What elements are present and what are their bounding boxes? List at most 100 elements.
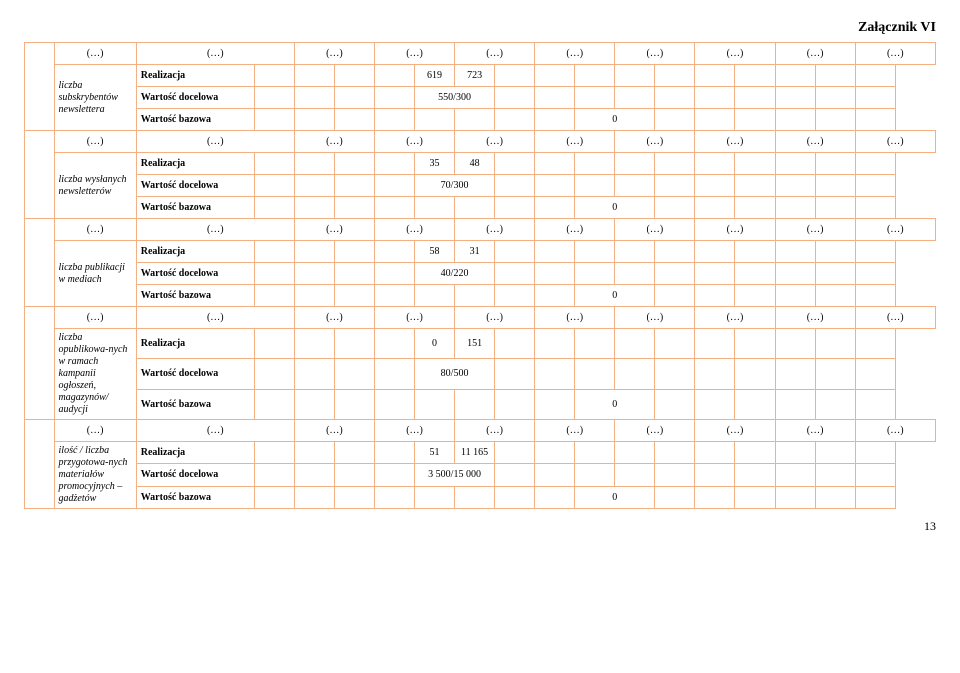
metric-label-bazowa: Wartość bazowa [136, 486, 254, 508]
metric-label-docelowa: Wartość docelowa [136, 87, 254, 109]
empty-cell [695, 359, 735, 389]
data-table: Strony internetowe i mailing(…)(…)(…)(…)… [24, 42, 936, 509]
placeholder-cell: (…) [54, 219, 136, 241]
empty-cell [775, 464, 815, 486]
placeholder-cell: (…) [855, 307, 935, 329]
empty-cell [735, 285, 775, 307]
empty-cell [815, 263, 855, 285]
realizacja-row: liczba opublikowa-nych w ramach kampanii… [25, 329, 936, 359]
empty-cell [855, 263, 895, 285]
value-real-b: 48 [455, 153, 495, 175]
metric-label-docelowa: Wartość docelowa [136, 464, 254, 486]
empty-cell [775, 65, 815, 87]
placeholder-cell: (…) [136, 420, 294, 442]
empty-cell [775, 175, 815, 197]
value-real-b: 723 [455, 65, 495, 87]
empty-cell [695, 263, 735, 285]
empty-cell [735, 359, 775, 389]
empty-cell [615, 153, 655, 175]
empty-cell [495, 65, 535, 87]
empty-cell [334, 285, 374, 307]
empty-cell [615, 359, 655, 389]
empty-cell [374, 486, 414, 508]
empty-cell [535, 486, 575, 508]
value-real-b: 31 [455, 241, 495, 263]
empty-cell [495, 464, 535, 486]
metric-label-bazowa: Wartość bazowa [136, 285, 254, 307]
metric-label-realizacja: Realizacja [136, 65, 254, 87]
empty-cell [735, 175, 775, 197]
empty-cell [615, 442, 655, 464]
empty-cell [294, 285, 334, 307]
empty-cell [695, 109, 735, 131]
placeholder-cell: (…) [535, 43, 615, 65]
empty-cell [334, 153, 374, 175]
empty-cell [334, 175, 374, 197]
empty-cell [495, 359, 535, 389]
empty-cell [815, 442, 855, 464]
placeholder-cell: (…) [374, 43, 454, 65]
placeholder-cell: (…) [535, 131, 615, 153]
empty-cell [254, 153, 294, 175]
placeholder-cell: (…) [455, 219, 535, 241]
empty-cell [495, 197, 535, 219]
value-real-b: 151 [455, 329, 495, 359]
indicator-description: liczba subskrybentów newslettera [54, 65, 136, 131]
placeholder-cell: (…) [775, 307, 855, 329]
empty-cell [775, 389, 815, 419]
empty-cell [495, 263, 535, 285]
placeholder-cell: (…) [294, 131, 374, 153]
empty-cell [254, 175, 294, 197]
empty-cell [735, 329, 775, 359]
empty-cell [855, 389, 895, 419]
value-docelowa: 70/300 [415, 175, 495, 197]
empty-cell [695, 87, 735, 109]
empty-cell [415, 285, 455, 307]
metric-label-docelowa: Wartość docelowa [136, 359, 254, 389]
placeholder-cell: (…) [374, 420, 454, 442]
metric-label-docelowa: Wartość docelowa [136, 175, 254, 197]
empty-cell [495, 285, 535, 307]
empty-cell [374, 87, 414, 109]
indicator-description: liczba wysłanych newsletterów [54, 153, 136, 219]
placeholder-cell: (…) [54, 43, 136, 65]
placeholder-cell: (…) [136, 43, 294, 65]
empty-cell [775, 442, 815, 464]
empty-cell [815, 241, 855, 263]
indicator-description: ilość / liczba przygotowa-nych materiałó… [54, 442, 136, 509]
empty-cell [815, 486, 855, 508]
placeholder-cell: (…) [535, 307, 615, 329]
empty-cell [294, 175, 334, 197]
docelowa-row: Wartość docelowa 80/500 [25, 359, 936, 389]
empty-cell [775, 87, 815, 109]
value-bazowa-zero: 0 [575, 389, 655, 419]
placeholder-cell: (…) [775, 420, 855, 442]
realizacja-row: liczba publikacji w mediachRealizacja583… [25, 241, 936, 263]
empty-cell [254, 197, 294, 219]
empty-cell [334, 109, 374, 131]
realizacja-row: ilość / liczba przygotowa-nych materiałó… [25, 442, 936, 464]
empty-cell [535, 442, 575, 464]
empty-cell [735, 87, 775, 109]
placeholder-cell: (…) [695, 420, 775, 442]
empty-cell [334, 464, 374, 486]
realizacja-row: liczba wysłanych newsletterówRealizacja3… [25, 153, 936, 175]
empty-cell [855, 464, 895, 486]
value-docelowa: 80/500 [415, 359, 495, 389]
empty-cell [735, 442, 775, 464]
section-placeholder-row: Współpraca z mediami(…)(…)(…)(…)(…)(…)(…… [25, 307, 936, 329]
empty-cell [775, 153, 815, 175]
empty-cell [655, 329, 695, 359]
placeholder-cell: (…) [615, 307, 695, 329]
bazowa-row: Wartość bazowa0 [25, 285, 936, 307]
empty-cell [294, 197, 334, 219]
docelowa-row: Wartość docelowa40/220 [25, 263, 936, 285]
empty-cell [655, 65, 695, 87]
empty-cell [775, 329, 815, 359]
empty-cell [535, 109, 575, 131]
empty-cell [775, 285, 815, 307]
empty-cell [334, 241, 374, 263]
empty-cell [855, 241, 895, 263]
empty-cell [655, 153, 695, 175]
empty-cell [855, 329, 895, 359]
